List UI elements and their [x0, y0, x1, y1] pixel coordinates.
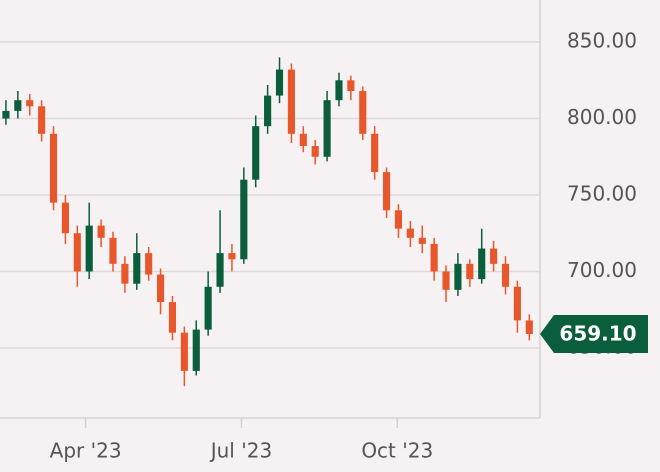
candle-body: [394, 210, 403, 229]
candle-body: [73, 233, 81, 272]
candle-body: [264, 95, 272, 127]
candle-body: [525, 320, 533, 335]
y-tick-label: 850.00: [567, 29, 637, 53]
candle-body: [85, 225, 93, 272]
candle-body: [478, 248, 486, 280]
x-tick-label: Apr '23: [50, 439, 122, 463]
candle-body: [14, 100, 22, 111]
candle-body: [335, 80, 343, 101]
candle-body: [275, 69, 284, 96]
candle-body: [442, 271, 450, 290]
candle-body: [371, 133, 379, 173]
candle-body: [61, 202, 69, 234]
candle-body: [359, 91, 367, 134]
candle-body: [133, 253, 141, 284]
candle-body: [430, 243, 438, 272]
x-tick-label: Oct '23: [361, 439, 433, 463]
candle-body: [97, 225, 105, 238]
candle-body: [466, 263, 474, 280]
candle-body: [513, 286, 521, 321]
candle-body: [240, 179, 248, 260]
y-tick-label: 700.00: [567, 258, 637, 282]
candle-body: [490, 248, 498, 264]
price-tag-label: 659.10: [559, 322, 636, 346]
candle-body: [157, 274, 165, 303]
candle-body: [382, 172, 391, 211]
candle-body: [501, 263, 510, 287]
candle-body: [109, 237, 117, 264]
candle-body: [252, 126, 260, 180]
candle-body: [323, 100, 331, 157]
candle-body: [180, 332, 188, 371]
x-tick-label: Jul '23: [209, 439, 272, 463]
price-tag: [540, 315, 648, 354]
candle-body: [38, 106, 46, 134]
y-tick-label: 800.00: [567, 105, 637, 129]
candle-body: [347, 80, 355, 92]
candle-body: [2, 110, 10, 119]
candle-body: [406, 228, 414, 238]
candle-body: [418, 237, 426, 244]
candle-body: [299, 133, 307, 147]
candle-body: [287, 69, 295, 134]
y-tick-label: 750.00: [567, 182, 637, 206]
candle-body: [216, 253, 224, 287]
candle-body: [121, 263, 129, 284]
candle-body: [145, 253, 153, 275]
candle-body: [49, 133, 58, 203]
candle-body: [204, 286, 212, 330]
candle-body: [168, 302, 177, 333]
candle-body: [192, 329, 200, 371]
candle-body: [454, 263, 462, 290]
candle-body: [228, 253, 236, 260]
candle-body: [26, 100, 34, 107]
candle-body: [311, 146, 319, 157]
